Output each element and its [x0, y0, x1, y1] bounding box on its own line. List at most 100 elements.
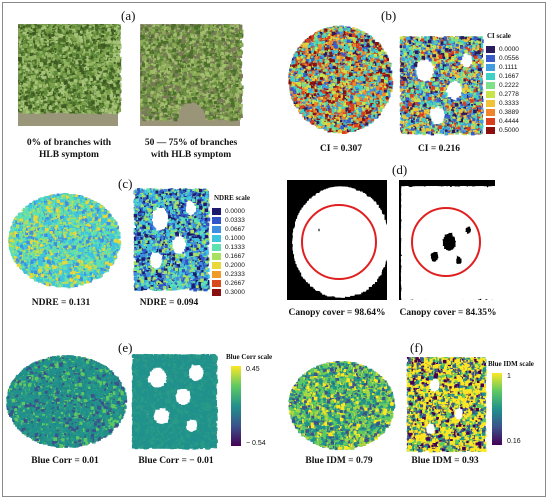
- ndre-scale-legend-swatch: [212, 244, 221, 251]
- ci-scale-legend-swatch: [486, 109, 495, 116]
- ci-scale-legend-label: 0.2778: [499, 91, 519, 98]
- ndre-scale-legend-entry: 0.3000: [212, 288, 245, 297]
- ndre-scale-legend-label: 0.3000: [225, 289, 245, 296]
- blue-idm-scale-min: 0.16: [507, 438, 521, 445]
- ci-scale-legend-label: 0.2222: [499, 82, 519, 89]
- panel-letter-f: (f): [410, 340, 423, 356]
- caption-a-right-line1: 50 — 75% of branches: [136, 137, 246, 149]
- ndre-scale-legend-swatch: [212, 271, 221, 278]
- panel-letter-d: (d): [392, 162, 407, 178]
- ci-scale-legend-label: 0.5000: [499, 127, 519, 134]
- ndre-scale-legend-swatch: [212, 253, 221, 260]
- caption-e-left: Blue Corr = 0.01: [20, 455, 110, 467]
- ndre-scale-legend-label: 0.1000: [225, 235, 245, 242]
- blue-corr-scale-min: − 0.54: [246, 440, 266, 447]
- ci-scale-legend-swatch: [486, 127, 495, 134]
- blue-idm-map-healthy: [288, 358, 392, 450]
- ci-scale-legend-label: 0.4444: [499, 118, 519, 125]
- ndre-scale-legend-label: 0.2667: [225, 280, 245, 287]
- ndre-scale-legend-swatch: [212, 208, 221, 215]
- ndre-scale-legend-swatch: [212, 262, 221, 269]
- ci-scale-legend-entry: 0.1667: [486, 72, 519, 81]
- blue-idm-scale-title: Blue IDM scale: [488, 360, 534, 368]
- ndre-scale-legend-label: 0.1667: [225, 253, 245, 260]
- caption-d-right: Canopy cover = 84.35%: [393, 307, 503, 319]
- ndre-scale-legend-entry: 0.1000: [212, 234, 245, 243]
- caption-e-right: Blue Corr = − 0.01: [128, 455, 224, 467]
- caption-a-right-line2: with HLB symptom: [136, 149, 246, 161]
- ci-map-healthy: [288, 22, 390, 134]
- blue-corr-scale-max: 0.45: [246, 366, 260, 373]
- ndre-scale-legend-label: 0.2333: [225, 271, 245, 278]
- ndre-scale-title: NDRE scale: [214, 194, 250, 202]
- ndre-scale-legend-entry: 0.2333: [212, 270, 245, 279]
- blue-idm-colorbar: [492, 373, 502, 445]
- caption-c-left: NDRE = 0.131: [20, 297, 102, 309]
- ci-scale-legend-entry: 0.3333: [486, 99, 519, 108]
- ci-scale-legend-swatch: [486, 100, 495, 107]
- ci-scale-legend-label: 0.1667: [499, 73, 519, 80]
- ndre-map-healthy: [8, 190, 118, 288]
- ci-scale-legend-label: 0.3333: [499, 100, 519, 107]
- caption-f-left: Blue IDM = 0.79: [294, 455, 384, 467]
- ci-scale-legend-entry: 0.2778: [486, 90, 519, 99]
- ci-scale-legend-entry: 0.4444: [486, 117, 519, 126]
- ndre-scale-legend-entry: 0.2000: [212, 261, 245, 270]
- ci-scale-legend-swatch: [486, 73, 495, 80]
- ndre-scale-legend-label: 0.0333: [225, 217, 245, 224]
- ci-scale-legend-swatch: [486, 91, 495, 98]
- ci-scale-legend-entry: 0.1111: [486, 63, 517, 72]
- ndre-scale-legend-label: 0.0000: [225, 208, 245, 215]
- ci-scale-legend-entry: 0.0000: [486, 45, 519, 54]
- ndre-scale-legend-swatch: [212, 217, 221, 224]
- ndre-scale-legend-label: 0.0667: [225, 226, 245, 233]
- ci-scale-legend-entry: 0.2222: [486, 81, 519, 90]
- blue-corr-map-hlb: [130, 352, 216, 448]
- ci-scale-legend-entry: 0.0556: [486, 54, 519, 63]
- ndre-scale-legend-swatch: [212, 280, 221, 287]
- caption-a-left-line2: HLB symptom: [18, 149, 120, 161]
- blue-corr-scale-title: Blue Corr scale: [226, 353, 272, 361]
- blue-idm-map-hlb: [405, 355, 485, 451]
- blue-corr-map-healthy: [6, 352, 124, 448]
- ci-map-hlb: [398, 34, 482, 134]
- ci-scale-legend-swatch: [486, 55, 495, 62]
- ci-scale-legend-label: 0.1111: [499, 64, 517, 71]
- ndre-map-hlb: [132, 186, 208, 290]
- canopy-binary-healthy: [287, 180, 387, 300]
- ci-scale-legend-swatch: [486, 118, 495, 125]
- caption-b-right: CI = 0.216: [398, 143, 480, 155]
- canopy-binary-hlb: [399, 180, 495, 300]
- photo-healthy-tree: [18, 24, 118, 126]
- ci-scale-legend-swatch: [486, 82, 495, 89]
- ci-scale-legend-entry: 0.5000: [486, 126, 519, 135]
- ci-scale-legend-label: 0.3889: [499, 109, 519, 116]
- ndre-scale-legend-entry: 0.1667: [212, 252, 245, 261]
- caption-f-right: Blue IDM = 0.93: [400, 455, 490, 467]
- caption-b-left: CI = 0.307: [300, 143, 382, 155]
- ci-scale-title: CI scale: [487, 32, 511, 40]
- ndre-scale-legend-entry: 0.0667: [212, 225, 245, 234]
- caption-a-left-line1: 0% of branches with: [18, 137, 120, 149]
- ndre-scale-legend-entry: 0.1333: [212, 243, 245, 252]
- ci-scale-legend-swatch: [486, 46, 495, 53]
- panel-letter-a: (a): [121, 8, 135, 24]
- ci-scale-legend-label: 0.0556: [499, 55, 519, 62]
- ci-scale-legend-label: 0.0000: [499, 46, 519, 53]
- ndre-scale-legend-swatch: [212, 235, 221, 242]
- ndre-scale-legend-entry: 0.2667: [212, 279, 245, 288]
- ndre-scale-legend-swatch: [212, 226, 221, 233]
- photo-hlb-tree: [140, 24, 240, 126]
- ndre-scale-legend-label: 0.2000: [225, 262, 245, 269]
- ci-scale-legend-entry: 0.3889: [486, 108, 519, 117]
- blue-idm-scale-max: 1: [507, 373, 511, 380]
- ndre-scale-legend-entry: 0.0000: [212, 207, 245, 216]
- ci-scale-legend-swatch: [486, 64, 495, 71]
- ndre-scale-legend-swatch: [212, 289, 221, 296]
- ndre-scale-legend-entry: 0.0333: [212, 216, 245, 225]
- caption-c-right: NDRE = 0.094: [128, 297, 210, 309]
- ndre-scale-legend-label: 0.1333: [225, 244, 245, 251]
- caption-d-left: Canopy cover = 98.64%: [282, 307, 392, 319]
- blue-corr-colorbar: [231, 366, 241, 446]
- panel-letter-c: (c): [118, 176, 132, 192]
